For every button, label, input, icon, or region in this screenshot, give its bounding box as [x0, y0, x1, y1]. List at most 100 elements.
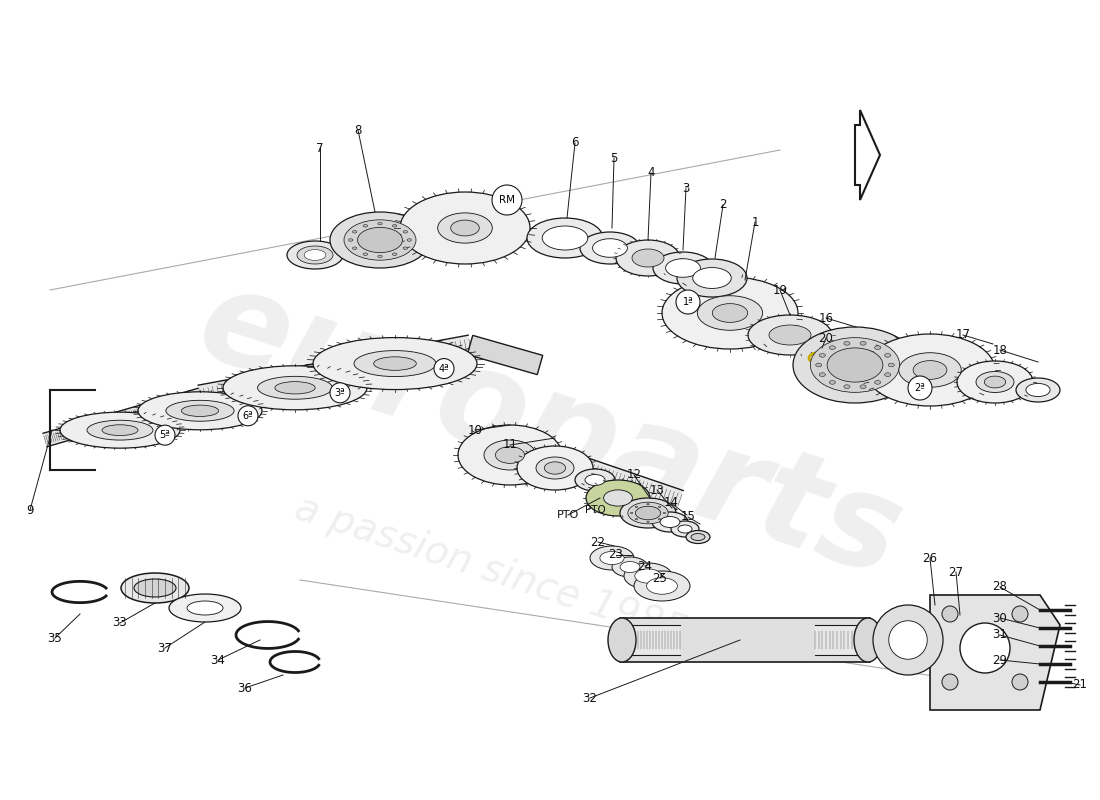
Ellipse shape [671, 521, 698, 537]
Ellipse shape [352, 230, 356, 233]
Ellipse shape [630, 512, 632, 514]
Ellipse shape [713, 304, 748, 322]
Ellipse shape [634, 571, 690, 601]
Ellipse shape [527, 218, 603, 258]
Circle shape [1012, 674, 1028, 690]
Ellipse shape [888, 363, 894, 367]
Circle shape [492, 185, 522, 215]
Ellipse shape [377, 222, 382, 225]
Text: 31: 31 [992, 629, 1008, 642]
Ellipse shape [678, 525, 692, 533]
Text: RM: RM [499, 195, 515, 205]
Circle shape [942, 674, 958, 690]
Text: 1ª: 1ª [683, 297, 693, 307]
Ellipse shape [976, 371, 1014, 393]
Ellipse shape [363, 253, 367, 255]
Ellipse shape [691, 534, 705, 541]
Ellipse shape [134, 579, 176, 597]
Ellipse shape [138, 392, 262, 430]
Ellipse shape [748, 315, 832, 355]
Ellipse shape [166, 400, 234, 422]
Text: 4: 4 [647, 166, 654, 179]
Ellipse shape [393, 225, 397, 227]
Text: a passion since 1985: a passion since 1985 [289, 489, 691, 651]
Ellipse shape [458, 425, 562, 485]
Text: 10: 10 [468, 423, 483, 437]
Text: 13: 13 [650, 483, 664, 497]
Text: 7: 7 [317, 142, 323, 154]
Text: 2: 2 [719, 198, 727, 211]
Text: 20: 20 [818, 331, 834, 345]
Circle shape [1012, 606, 1028, 622]
Ellipse shape [860, 385, 866, 389]
Text: 34: 34 [210, 654, 225, 666]
Ellipse shape [769, 325, 811, 345]
Circle shape [330, 382, 350, 402]
Ellipse shape [102, 425, 138, 435]
Ellipse shape [635, 569, 661, 583]
Ellipse shape [187, 601, 223, 615]
Ellipse shape [899, 353, 961, 387]
Ellipse shape [827, 348, 883, 382]
Ellipse shape [829, 381, 835, 384]
Ellipse shape [354, 350, 436, 377]
Circle shape [155, 425, 175, 445]
Polygon shape [468, 335, 542, 374]
Ellipse shape [663, 512, 666, 514]
Ellipse shape [884, 354, 891, 358]
Text: 25: 25 [652, 571, 668, 585]
Ellipse shape [632, 249, 664, 267]
Ellipse shape [957, 361, 1033, 403]
Text: 6ª: 6ª [243, 410, 253, 421]
Text: 14: 14 [663, 497, 679, 510]
Ellipse shape [659, 518, 661, 520]
Ellipse shape [659, 506, 661, 507]
Ellipse shape [820, 354, 825, 358]
Ellipse shape [860, 342, 866, 345]
Text: 3ª: 3ª [334, 388, 345, 398]
Ellipse shape [299, 247, 330, 262]
Ellipse shape [874, 346, 881, 350]
Circle shape [908, 376, 932, 400]
Ellipse shape [612, 557, 648, 577]
Text: 30: 30 [992, 611, 1008, 625]
Ellipse shape [820, 373, 825, 377]
Ellipse shape [586, 480, 650, 516]
Ellipse shape [358, 227, 403, 253]
Ellipse shape [374, 357, 416, 370]
Ellipse shape [575, 469, 615, 491]
Ellipse shape [377, 255, 382, 258]
Text: 16: 16 [818, 311, 834, 325]
Ellipse shape [620, 562, 640, 573]
Ellipse shape [874, 381, 881, 384]
Text: 9: 9 [26, 503, 34, 517]
Ellipse shape [590, 546, 634, 570]
Text: 28: 28 [992, 581, 1008, 594]
Ellipse shape [666, 258, 701, 278]
Ellipse shape [223, 366, 367, 410]
Ellipse shape [451, 220, 480, 236]
Ellipse shape [349, 238, 353, 242]
Text: PTO: PTO [584, 505, 605, 515]
Ellipse shape [884, 373, 891, 377]
Ellipse shape [297, 246, 333, 264]
Ellipse shape [407, 238, 411, 242]
Ellipse shape [314, 338, 477, 390]
Polygon shape [930, 595, 1060, 710]
Ellipse shape [960, 623, 1010, 673]
Ellipse shape [495, 446, 525, 463]
Ellipse shape [580, 232, 640, 264]
Ellipse shape [352, 247, 356, 250]
Ellipse shape [647, 578, 678, 594]
Ellipse shape [60, 412, 180, 448]
Ellipse shape [121, 573, 189, 603]
Text: 5: 5 [610, 151, 618, 165]
Ellipse shape [686, 530, 710, 543]
Text: 22: 22 [591, 535, 605, 549]
Ellipse shape [542, 226, 587, 250]
Ellipse shape [662, 277, 798, 349]
Text: 27: 27 [948, 566, 964, 578]
Ellipse shape [647, 521, 649, 522]
Text: 4ª: 4ª [439, 363, 449, 374]
Ellipse shape [676, 259, 747, 297]
